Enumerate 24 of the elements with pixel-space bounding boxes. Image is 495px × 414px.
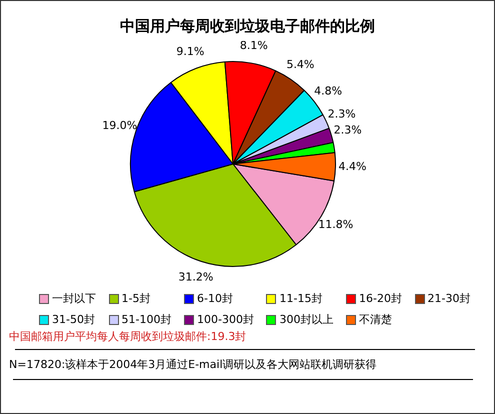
data-label: 2.3% — [334, 123, 362, 136]
legend-label: 1-5封 — [122, 291, 150, 306]
legend-label: 21-30封 — [428, 291, 470, 306]
data-label: 5.4% — [286, 58, 314, 72]
data-label: 19.0% — [102, 118, 138, 132]
chart-title: 中国用户每周收到垃圾电子邮件的比例 — [119, 17, 376, 36]
text: 中国邮箱用户平均每人每周收到垃圾邮件:19.3封 — [9, 329, 246, 344]
text: N=17820:该样本于2004年3月通过E-mail调研以及各大网站联机调研获得 — [9, 357, 377, 372]
data-label: 31.2% — [178, 270, 214, 284]
legend-label: 不清楚 — [359, 312, 392, 327]
data-label: 11.8% — [318, 218, 354, 231]
legend-label: 300封以上 — [279, 312, 334, 327]
data-label: 9.1% — [176, 45, 204, 58]
legend-label: 16-20封 — [359, 291, 402, 306]
data-label: 8.1% — [240, 39, 268, 52]
legend-label: 11-15封 — [279, 291, 322, 306]
legend-label: 一封以下 — [52, 291, 96, 306]
legend-label: 51-100封 — [122, 312, 172, 327]
data-label: 4.8% — [314, 84, 342, 98]
data-label: 2.3% — [328, 107, 356, 120]
legend-label: 100-300封 — [197, 312, 254, 327]
legend-label: 6-10封 — [197, 291, 233, 306]
data-label: 4.4% — [338, 160, 366, 174]
legend-label: 31-50封 — [52, 312, 95, 327]
